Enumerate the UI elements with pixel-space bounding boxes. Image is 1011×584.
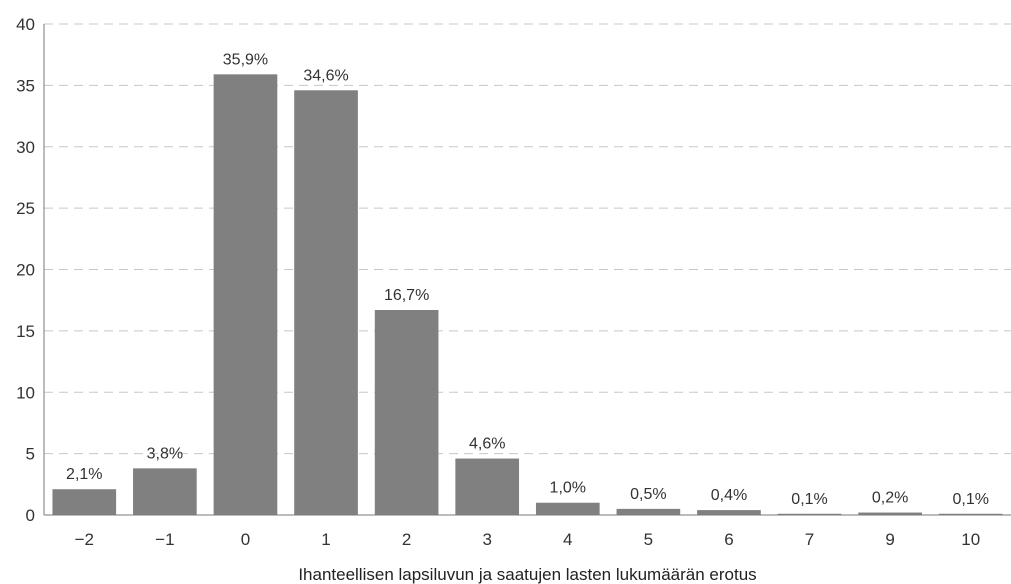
- y-tick-label: 15: [16, 322, 35, 341]
- x-tick-label: −1: [155, 530, 174, 549]
- data-label: 1,0%: [550, 480, 586, 497]
- x-axis-ticks: −2 −1 0 1 2 3 4 5 6 7 9 10: [75, 530, 981, 549]
- y-tick-label: 35: [16, 76, 35, 95]
- bar: [858, 512, 922, 515]
- x-tick-label: 5: [644, 530, 653, 549]
- data-label: 3,8%: [147, 445, 183, 462]
- y-tick-label: 25: [16, 199, 35, 218]
- x-tick-label: 0: [241, 530, 250, 549]
- data-label: 16,7%: [384, 287, 429, 304]
- y-tick-label: 20: [16, 261, 35, 280]
- x-axis-title: Ihanteellisen lapsiluvun ja saatujen las…: [298, 565, 756, 584]
- data-label: 4,6%: [469, 436, 505, 453]
- y-tick-label: 5: [26, 445, 35, 464]
- y-tick-label: 40: [16, 15, 35, 34]
- x-tick-label: 6: [724, 530, 733, 549]
- bar: [455, 458, 520, 515]
- bar: [213, 74, 278, 515]
- bars: [52, 74, 1003, 515]
- bar: [777, 513, 842, 515]
- x-tick-label: 9: [885, 530, 894, 549]
- y-axis-ticks: 0 5 10 15 20 25 30 35 40: [16, 15, 35, 525]
- bar: [294, 90, 358, 515]
- data-label: 34,6%: [303, 67, 348, 84]
- x-tick-label: 10: [961, 530, 980, 549]
- x-tick-label: 7: [805, 530, 814, 549]
- data-label: 35,9%: [223, 51, 268, 68]
- data-label: 0,1%: [952, 491, 988, 508]
- x-tick-label: 3: [482, 530, 491, 549]
- bar: [535, 502, 600, 515]
- data-label: 0,1%: [791, 491, 827, 508]
- data-label: 2,1%: [66, 466, 102, 483]
- y-tick-label: 10: [16, 383, 35, 402]
- data-label: 0,2%: [872, 490, 908, 507]
- x-tick-label: 1: [321, 530, 330, 549]
- bar: [697, 510, 761, 515]
- x-tick-label: −2: [75, 530, 94, 549]
- bar: [938, 513, 1003, 515]
- grid-lines: [44, 23, 1011, 455]
- x-tick-label: 2: [402, 530, 411, 549]
- y-tick-label: 0: [26, 506, 35, 525]
- bar: [374, 310, 439, 515]
- bar: [52, 489, 117, 515]
- data-labels: 2,1% 3,8% 35,9% 34,6% 16,7% 4,6% 1,0% 0,5% 0,4% 0…: [66, 51, 989, 507]
- y-tick-label: 30: [16, 138, 35, 157]
- bar: [616, 508, 681, 515]
- data-label: 0,5%: [630, 486, 666, 503]
- data-label: 0,4%: [711, 487, 747, 504]
- bar: [133, 468, 197, 515]
- x-tick-label: 4: [563, 530, 572, 549]
